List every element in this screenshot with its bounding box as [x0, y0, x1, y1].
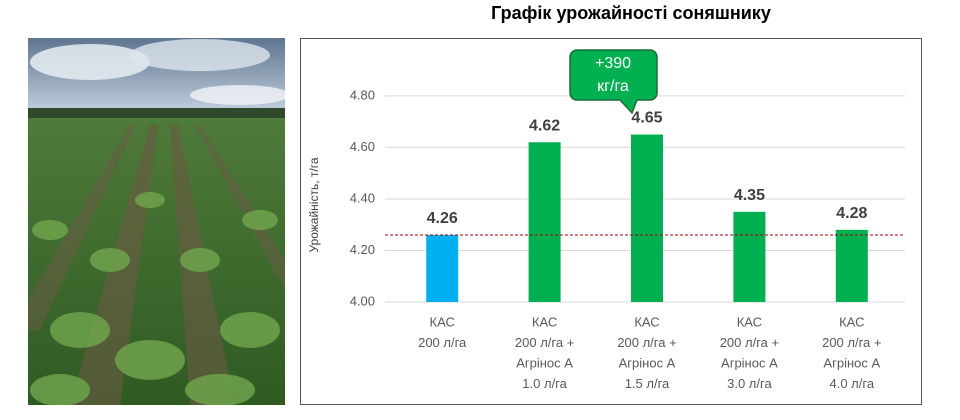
- value-label: 4.26: [427, 210, 458, 227]
- bar: [528, 142, 561, 302]
- x-tick-label: 200 л/га +: [822, 335, 881, 350]
- value-label: 4.35: [734, 187, 765, 204]
- value-label: 4.28: [836, 205, 867, 222]
- x-tick-label: КАС: [532, 314, 557, 329]
- x-tick-label: Агрінос А: [619, 355, 676, 370]
- x-tick-label: 200 л/га +: [720, 335, 779, 350]
- y-tick-label: 4.60: [350, 139, 375, 154]
- x-tick-label: Агрінос А: [823, 355, 880, 370]
- x-tick-label: 200 л/га +: [515, 335, 574, 350]
- x-tick-label: Агрінос А: [516, 355, 573, 370]
- y-tick-label: 4.00: [350, 293, 375, 308]
- bar: [631, 134, 663, 302]
- x-tick-label: 1.5 л/га: [625, 376, 670, 391]
- y-axis-label: Урожайність, т/га: [307, 157, 321, 252]
- x-tick-label: КАС: [634, 314, 659, 329]
- x-tick-label: КАС: [737, 314, 762, 329]
- x-tick-label: КАС: [430, 314, 455, 329]
- bar: [426, 235, 459, 302]
- x-tick-label: КАС: [839, 314, 864, 329]
- y-tick-label: 4.80: [350, 87, 375, 102]
- field-photo: [28, 38, 285, 405]
- x-tick-label: Агрінос А: [721, 355, 778, 370]
- x-tick-label: 3.0 л/га: [727, 376, 772, 391]
- callout-box: [569, 49, 658, 115]
- y-tick-label: 4.40: [350, 190, 375, 205]
- callout-text: +390: [595, 55, 631, 72]
- x-tick-label: 200 л/га +: [617, 335, 676, 350]
- x-tick-label: 1.0 л/га: [522, 376, 567, 391]
- chart-title: Графік урожайності соняшнику: [491, 3, 771, 23]
- bar: [733, 211, 766, 302]
- y-tick-label: 4.20: [350, 242, 375, 257]
- callout-text: кг/га: [597, 78, 629, 95]
- value-label: 4.65: [631, 110, 662, 127]
- bar: [835, 229, 868, 302]
- value-label: 4.62: [529, 117, 560, 134]
- x-tick-label: 4.0 л/га: [830, 376, 875, 391]
- x-tick-label: 200 л/га: [418, 335, 467, 350]
